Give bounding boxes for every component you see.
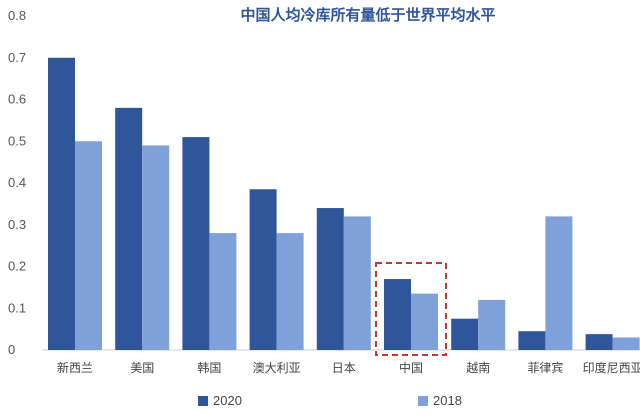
bar-2018-5 [411, 293, 438, 350]
x-tick-label: 越南 [466, 360, 490, 375]
bar-2020-6 [451, 318, 479, 350]
x-tick-label: 澳大利亚 [253, 361, 301, 375]
bar-2020-1 [115, 107, 143, 350]
bar-2018-0 [75, 141, 102, 350]
bar-2020-7 [518, 331, 546, 350]
legend-label-2018: 2018 [433, 393, 462, 408]
bar-group [48, 57, 640, 350]
y-tick-label: 0.6 [8, 92, 26, 107]
legend: 2020 2018 [198, 393, 462, 408]
legend-label-2020: 2020 [213, 393, 242, 408]
x-tick-label: 中国 [399, 360, 423, 375]
highlight-box [375, 262, 447, 356]
y-tick-label: 0 [8, 342, 15, 357]
x-tick-label: 美国 [130, 361, 154, 375]
x-tick-label: 日本 [332, 361, 356, 375]
bar-2020-3 [249, 189, 277, 350]
x-tick-label: 新西兰 [57, 360, 93, 375]
bar-2018-6 [478, 299, 506, 350]
bar-2020-5 [384, 279, 411, 350]
bar-2020-2 [182, 137, 210, 350]
x-tick-label: 菲律宾 [527, 360, 563, 375]
bar-2020-8 [585, 334, 613, 350]
bar-2018-8 [612, 337, 640, 350]
x-tick-label: 印度尼西亚 [583, 360, 640, 375]
bar-2018-2 [209, 233, 237, 350]
y-tick-label: 0.4 [8, 175, 26, 190]
y-tick-label: 0.2 [8, 259, 26, 274]
bar-2018-1 [142, 145, 170, 350]
y-tick-label: 0.1 [8, 300, 26, 315]
y-tick-label: 0.8 [8, 8, 26, 23]
y-tick-label: 0.5 [8, 133, 26, 148]
x-axis: 新西兰 美国 韩国 澳大利亚 日本 中国 越南 菲律宾 印度尼西亚 [57, 360, 640, 375]
bar-2018-4 [343, 216, 371, 350]
x-tick-label: 韩国 [197, 360, 221, 375]
bar-2020-4 [316, 208, 344, 350]
bar-2018-7 [545, 216, 573, 350]
legend-swatch-2018 [418, 396, 428, 406]
legend-swatch-2020 [198, 396, 208, 406]
y-axis: 0 0.1 0.2 0.3 0.4 0.5 0.6 0.7 0.8 [8, 8, 26, 357]
chart-title: 中国人均冷库所有量低于世界平均水平 [240, 6, 495, 24]
y-tick-label: 0.7 [8, 50, 26, 65]
y-tick-label: 0.3 [8, 217, 26, 232]
bar-2020-0 [48, 57, 75, 350]
bar-2018-3 [276, 233, 304, 350]
